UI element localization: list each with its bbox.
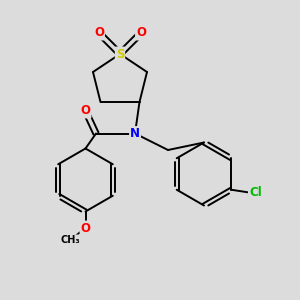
Text: O: O	[80, 221, 91, 235]
Text: O: O	[94, 26, 104, 40]
Text: N: N	[130, 127, 140, 140]
Text: CH₃: CH₃	[61, 235, 80, 245]
Text: O: O	[80, 104, 91, 118]
Text: S: S	[116, 47, 124, 61]
Text: O: O	[136, 26, 146, 40]
Text: Cl: Cl	[249, 186, 262, 199]
